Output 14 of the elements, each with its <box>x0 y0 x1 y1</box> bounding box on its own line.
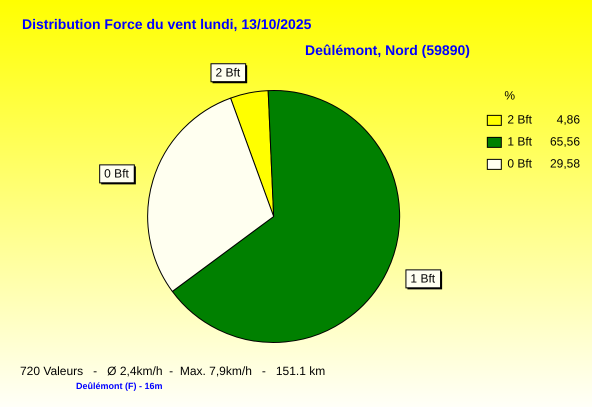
legend-label: 1 Bft <box>507 134 533 149</box>
slice-label: 1 Bft <box>410 272 436 286</box>
chart-title: Distribution Force du vent lundi, 13/10/2025 <box>22 16 312 32</box>
data-label: 4,86 <box>556 112 580 127</box>
data-label: 29,58 <box>550 156 580 171</box>
slice-label: 2 Bft <box>215 66 241 80</box>
text: 720 Valeurs - Ø 2,4km/h - Max. 7,9km/h - 151.1 km <box>20 364 326 378</box>
legend-title: % <box>504 88 516 102</box>
data-label: 65,56 <box>550 134 580 149</box>
slice-label: 0 Bft <box>104 166 130 181</box>
text: Deûlémont (F) - 16m <box>76 381 163 391</box>
legend-label: 2 Bft <box>507 112 533 127</box>
legend-label: 0 Bft <box>507 156 533 171</box>
chart-subtitle: Deûlémont, Nord (59890) <box>305 42 470 58</box>
